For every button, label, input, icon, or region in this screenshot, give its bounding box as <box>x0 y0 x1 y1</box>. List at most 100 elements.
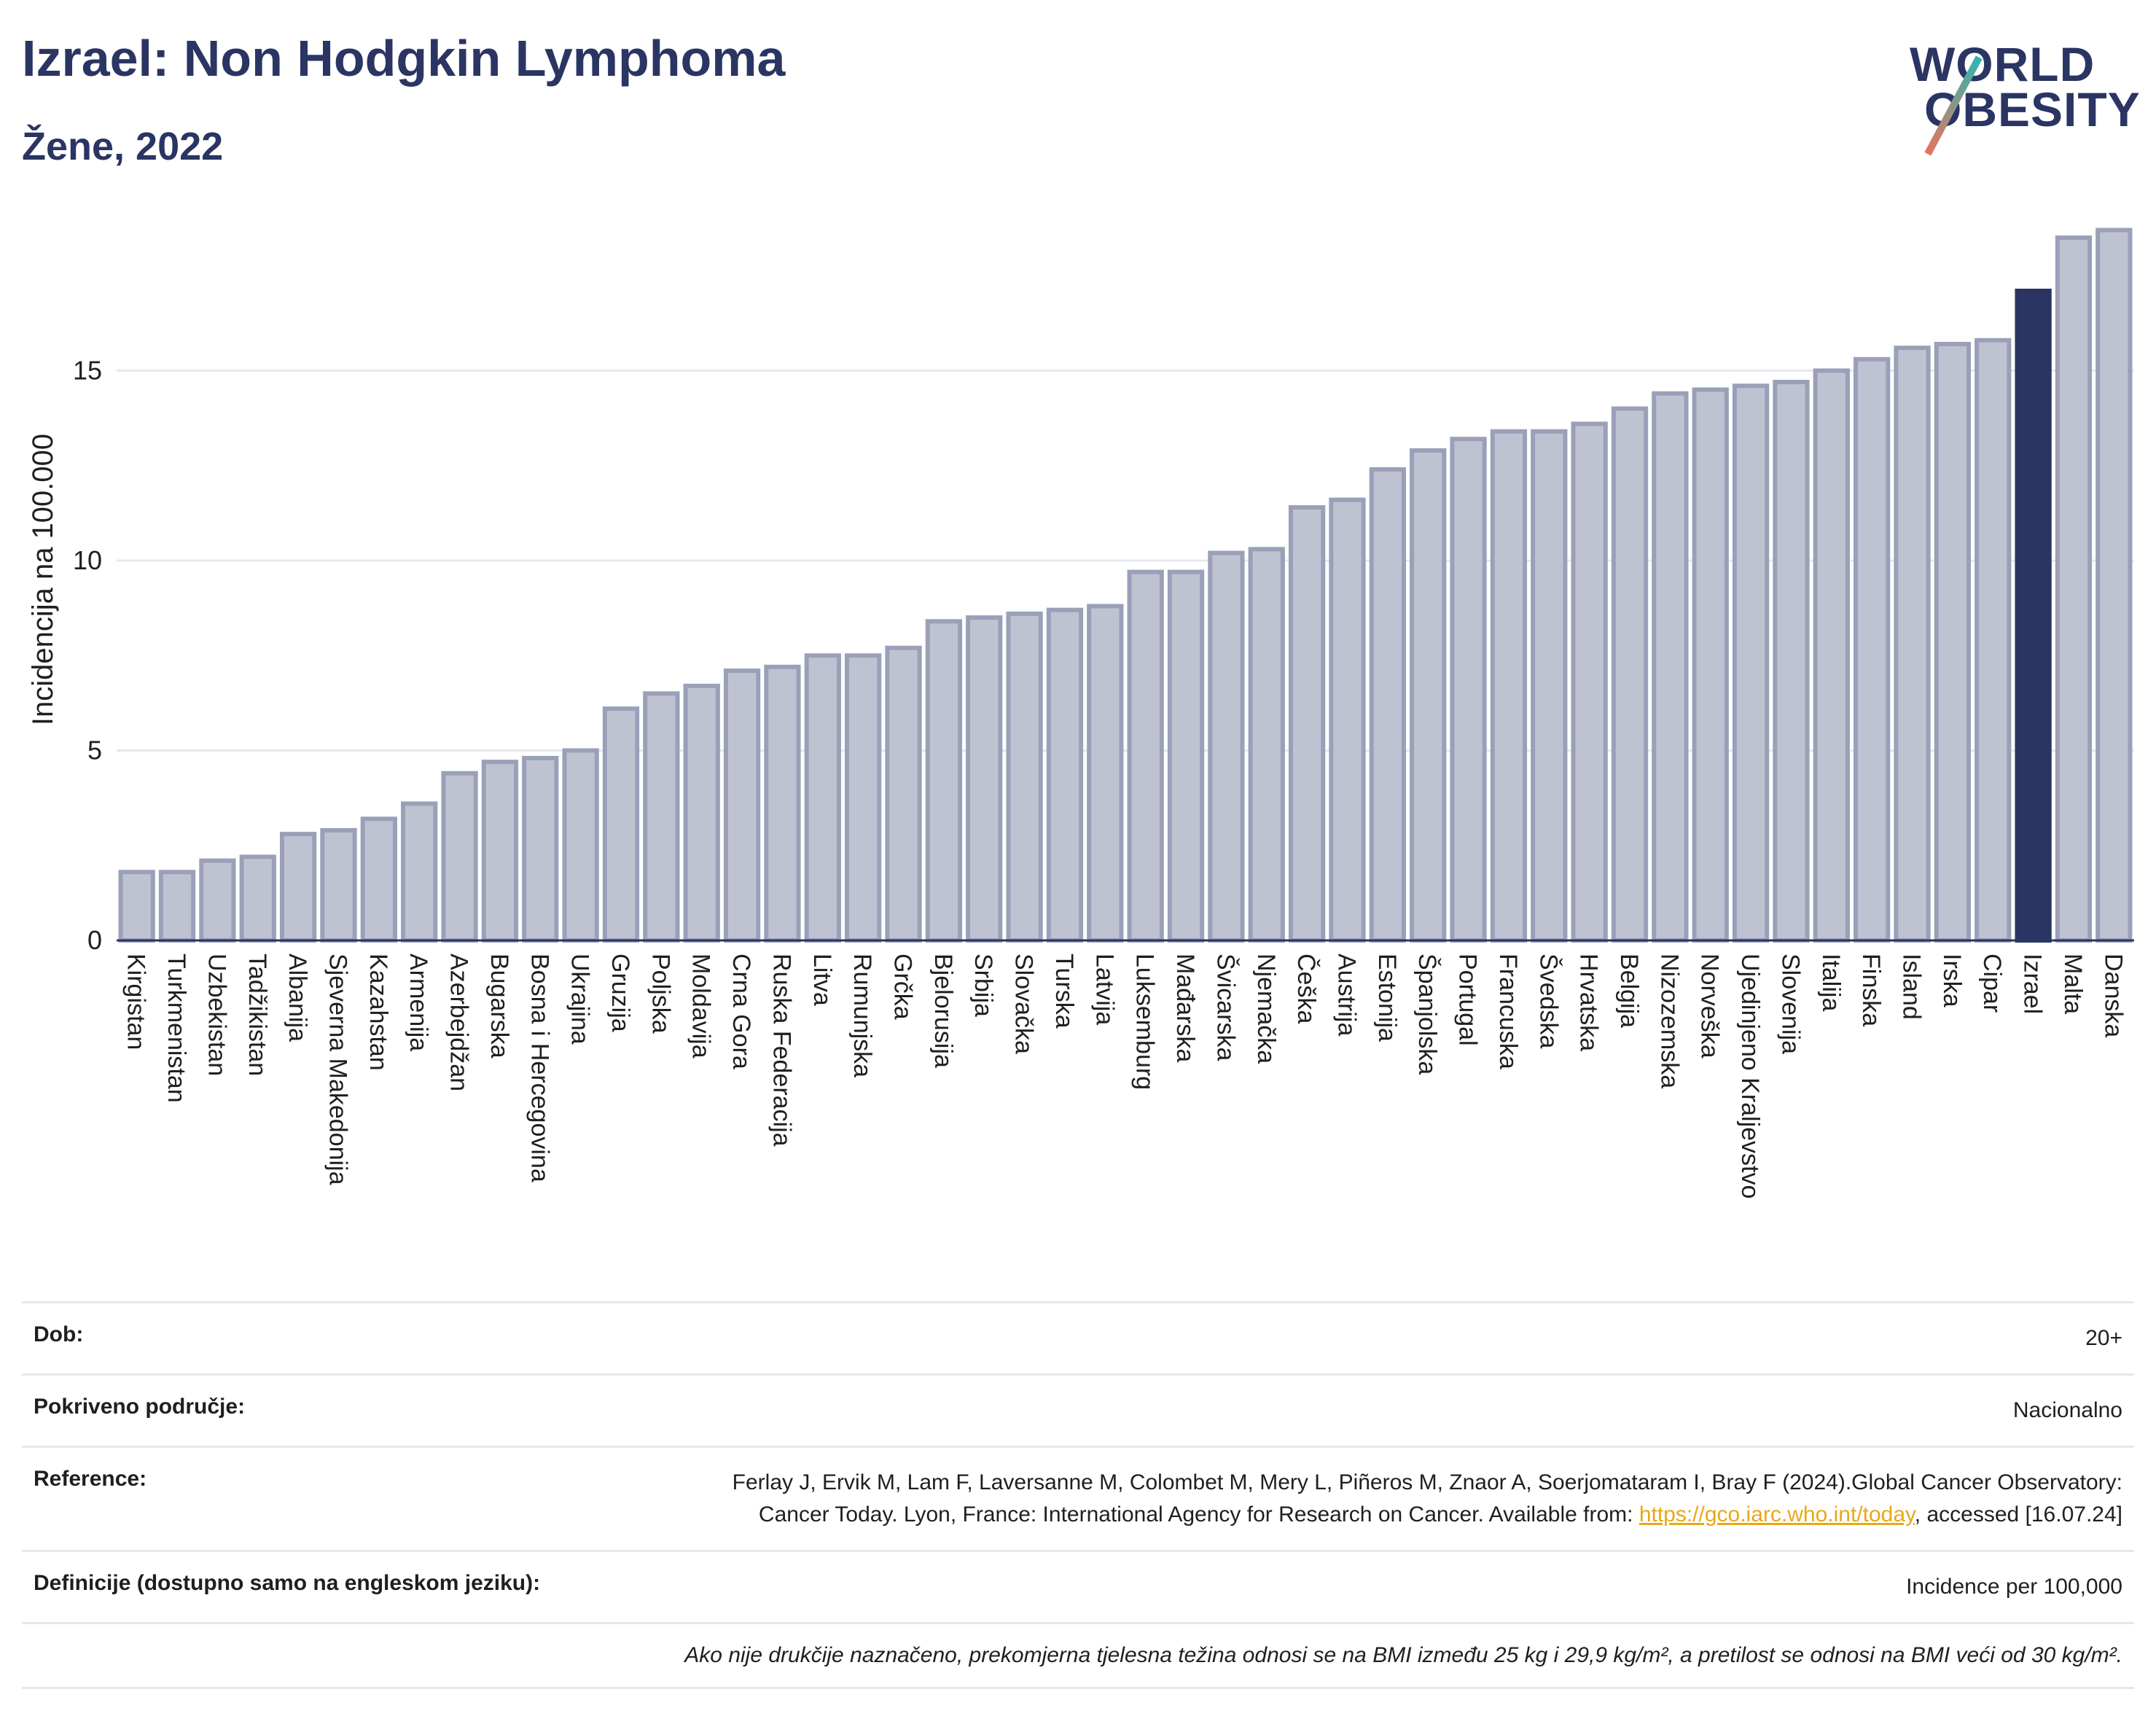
bar-43 <box>1854 356 1891 943</box>
x-tick-label: Norveška <box>1696 954 1724 1058</box>
x-tick-label: Hrvatska <box>1575 954 1603 1051</box>
x-tick-label: Švedska <box>1534 954 1562 1048</box>
x-tick-label: Gruzija <box>606 954 634 1032</box>
x-tick-label: Crna Gora <box>727 954 755 1069</box>
reference-text: Ferlay J, Ervik M, Lam F, Laversanne M, … <box>732 1470 2122 1527</box>
x-tick-label: Malta <box>2059 954 2087 1014</box>
x-tick-label: Slovačka <box>1010 954 1038 1054</box>
bar-19 <box>885 645 922 943</box>
age-label: Dob: <box>34 1322 84 1346</box>
x-tick-label: Albanija <box>284 954 311 1042</box>
bar-46 <box>1975 338 2012 943</box>
bar-38 <box>1652 391 1689 943</box>
bar-25 <box>1127 569 1164 943</box>
x-tick-label: Latvija <box>1090 954 1118 1025</box>
reference-tail: , accessed [16.07.24] <box>1914 1502 2122 1527</box>
footer-row-reference: Reference: Ferlay J, Ervik M, Lam F, Lav… <box>22 1446 2134 1550</box>
x-tick-label: Italija <box>1817 954 1845 1011</box>
x-tick-label: Bjelorusija <box>929 954 957 1068</box>
x-tick-label: Danska <box>2099 954 2127 1037</box>
x-tick-label: Kazahstan <box>364 954 392 1071</box>
bar-7 <box>401 801 438 943</box>
x-tick-label: Island <box>1898 954 1926 1020</box>
bar-40 <box>1732 383 1770 943</box>
bar-chart: 0 5 10 15 Incidencija na 100.000 Kirgistan Tur… <box>27 227 2134 1198</box>
bar-10 <box>522 755 559 943</box>
footer-row-coverage: Pokriveno područje: Nacionalno <box>22 1373 2134 1446</box>
bar-45 <box>1934 341 1972 943</box>
x-tick-label: Ujedinjeno Kraljevstvo <box>1736 954 1764 1198</box>
definitions-value: Incidence per 100,000 <box>1906 1575 2122 1599</box>
y-tick-label: 5 <box>87 735 102 765</box>
x-tick-label: Bosna i Hercegovina <box>526 954 553 1182</box>
logo-line1: WORLD <box>1910 37 2096 91</box>
bar-12 <box>602 706 640 943</box>
bar-22 <box>1006 611 1043 943</box>
bar-26 <box>1167 569 1205 943</box>
bar-30 <box>1329 497 1366 943</box>
x-tick-label: Izrael <box>2019 954 2047 1014</box>
bar-33 <box>1450 437 1487 943</box>
bar-36 <box>1571 421 1608 943</box>
reference-value: Ferlay J, Ervik M, Lam F, Laversanne M, … <box>665 1467 2122 1531</box>
bar-5 <box>320 827 357 943</box>
bar-18 <box>845 653 882 943</box>
x-tick-label: Rumunjska <box>848 954 876 1077</box>
bar-28 <box>1248 547 1285 943</box>
bar-0 <box>118 870 155 943</box>
x-tick-label: Poljska <box>647 954 674 1034</box>
x-tick-label: Belgija <box>1615 954 1643 1028</box>
x-tick-label: Srbija <box>969 954 997 1017</box>
x-tick-label: Švicarska <box>1211 954 1239 1061</box>
x-tick-label: Mađarska <box>1171 954 1199 1062</box>
bar-37 <box>1611 406 1649 943</box>
x-tick-label: Ruska Federacija <box>768 954 795 1147</box>
bar-23 <box>1046 607 1084 943</box>
x-tick-label: Turkmenistan <box>163 954 190 1103</box>
bar-27 <box>1208 550 1245 943</box>
x-tick-label: Armenija <box>405 954 432 1051</box>
bar-31 <box>1369 467 1406 943</box>
bar-8 <box>441 771 478 943</box>
bar-32 <box>1410 448 1447 943</box>
x-tick-label: Azerbejdžan <box>445 954 473 1091</box>
x-tick-label: Njemačka <box>1252 954 1280 1064</box>
bar-3 <box>239 854 276 943</box>
bar-35 <box>1531 429 1568 943</box>
coverage-value: Nacionalno <box>2012 1398 2122 1422</box>
chart-subtitle: Žene, 2022 <box>22 125 224 168</box>
bar-20 <box>925 619 963 943</box>
bar-39 <box>1692 387 1729 943</box>
bar-49 <box>2096 227 2133 943</box>
bar-16 <box>764 664 801 943</box>
y-tick-label: 15 <box>73 355 102 385</box>
x-tick-label: Kirgistan <box>122 954 150 1050</box>
x-tick-label: Irska <box>1938 954 1966 1007</box>
bar-9 <box>481 760 519 943</box>
x-tick-label: Ukrajina <box>566 954 594 1045</box>
x-tick-label: Grčka <box>889 954 917 1020</box>
x-tick-label: Turska <box>1050 954 1078 1029</box>
y-tick-label: 0 <box>87 925 102 955</box>
bar-17 <box>804 653 841 943</box>
reference-link[interactable]: https://gco.iarc.who.int/today <box>1639 1502 1915 1527</box>
reference-label: Reference: <box>34 1467 147 1491</box>
bar-15 <box>723 668 761 943</box>
x-tick-label: Luksemburg <box>1131 954 1159 1090</box>
x-tick-label: Češka <box>1292 954 1320 1024</box>
x-tick-label: Moldavija <box>687 954 715 1058</box>
bar-29 <box>1288 505 1326 943</box>
bar-24 <box>1087 604 1124 943</box>
footer-row-definitions: Definicije (dostupno samo na engleskom j… <box>22 1550 2134 1622</box>
bar-11 <box>562 748 599 943</box>
bar-14 <box>683 683 720 943</box>
x-tick-label: Španjolska <box>1413 954 1441 1075</box>
bar-42 <box>1813 368 1850 943</box>
x-tick-label: Finska <box>1857 954 1885 1026</box>
footnote: Ako nije drukčije naznačeno, prekomjerna… <box>22 1622 2134 1689</box>
footer-table: Dob: 20+ Pokriveno područje: Nacionalno … <box>22 1301 2134 1689</box>
x-tick-label: Tadžikistan <box>243 954 271 1076</box>
x-tick-label: Cipar <box>1978 954 2006 1013</box>
footer-row-age: Dob: 20+ <box>22 1301 2134 1373</box>
bar-48 <box>2055 235 2093 943</box>
